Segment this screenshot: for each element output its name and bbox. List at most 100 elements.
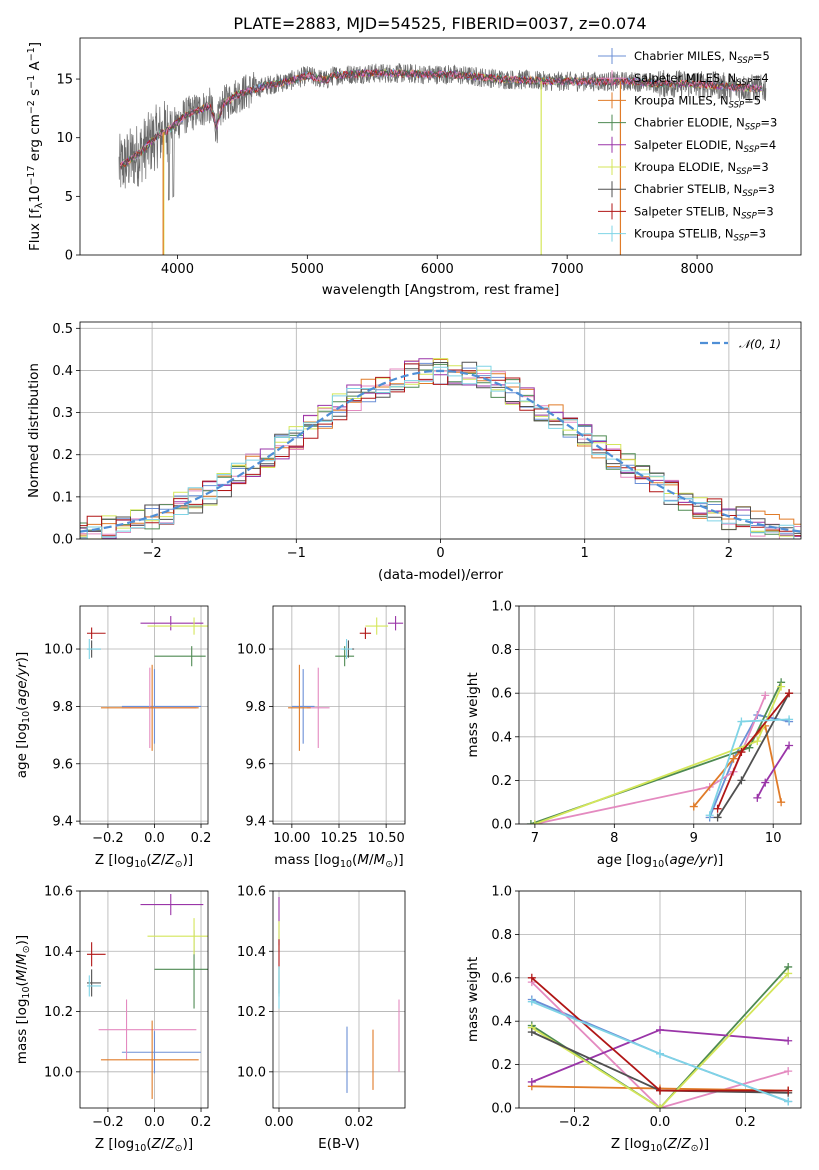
- weight-vs-Z-xlabel: Z [log10(Z/Z⊙)]: [611, 1136, 709, 1154]
- model-fit-chabrier-stelib: [119, 68, 762, 171]
- mass-vs-Z-xlabel: Z [log10(Z/Z⊙)]: [95, 1136, 193, 1154]
- weight-vs-age-frame: [518, 605, 802, 825]
- mass-vs-Z-ylabel: mass [log10(M/M⊙)]: [14, 935, 32, 1064]
- weight-vs-Z-marker: [784, 1036, 793, 1045]
- residuals-xtick-label: −2: [143, 546, 162, 561]
- histogram-salpeter-stelib: [80, 363, 801, 537]
- weight-vs-Z-xtick-label: −0.2: [559, 1115, 591, 1130]
- weight-vs-age-line-chabrier-miles: [708, 713, 790, 818]
- mass-vs-Z-errorbar-chabrier-elodie: [154, 930, 208, 1009]
- mass-vs-EBV-xtick-label: 0.02: [345, 1115, 374, 1130]
- weight-vs-age-marker: [526, 820, 535, 824]
- mass-vs-Z-points: [86, 894, 208, 1099]
- weight-vs-age-marker: [785, 689, 794, 698]
- age-vs-mass-errorbar-kroupa-stelib: [340, 638, 353, 660]
- residuals-xlabel: (data-model)/error: [378, 567, 504, 583]
- weight-vs-age-xtick-label: 10: [765, 831, 782, 846]
- weight-vs-Z-marker: [784, 969, 793, 978]
- weight-vs-Z-line-chabrier-elodie: [531, 966, 789, 1108]
- age-vs-mass-axes: 10.00 10.25 10.50 9.4 9.6 9.8 10.0: [237, 606, 405, 846]
- spectrum-xtick-label: 4000: [161, 262, 194, 277]
- weight-vs-Z-xtick-label: 0.0: [650, 1115, 671, 1130]
- age-vs-Z-xtick-label: 0.2: [191, 831, 212, 846]
- weight-vs-age-marker: [729, 754, 738, 763]
- weight-vs-Z-marker: [527, 997, 536, 1006]
- age-vs-mass-errorbar-chabrier-miles: [291, 669, 315, 744]
- weight-vs-age-marker: [713, 804, 722, 813]
- weight-vs-age-marker: [785, 715, 794, 724]
- age-vs-Z-points: [86, 616, 208, 751]
- spectrum-xlabel: wavelength [Angstrom, rest frame]: [322, 282, 560, 298]
- weight-vs-age-xlabel: age [log10(age/yr)]: [597, 852, 723, 870]
- mass-vs-Z-xtick-label: 0.0: [144, 1115, 165, 1130]
- mass-vs-Z-errorbar-kroupa-stelib: [86, 975, 101, 997]
- legend-label-5: Kroupa ELODIE, NSSP=3: [634, 160, 769, 177]
- age-vs-mass-points: [288, 616, 404, 751]
- residuals-ytick-label: 0.2: [52, 448, 73, 463]
- weight-vs-Z-lines: [527, 962, 793, 1108]
- normal-reference-curve: [80, 369, 801, 533]
- weight-vs-age-ytick-label: 0.4: [491, 730, 512, 745]
- weight-vs-age-xtick-label: 9: [690, 831, 698, 846]
- mass-vs-EBV-frame: [272, 890, 406, 1109]
- spectrum-traces: [118, 63, 767, 255]
- figure-title: PLATE=2883, MJD=54525, FIBERID=0037, z=0…: [233, 14, 646, 33]
- age-vs-mass-ytick-label: 9.4: [245, 815, 266, 830]
- weight-vs-Z-marker: [784, 1097, 793, 1106]
- weight-vs-Z-xtick-label: 0.2: [735, 1115, 756, 1130]
- age-vs-Z-ytick-label: 9.6: [52, 757, 73, 772]
- weight-vs-Z-marker: [784, 1086, 793, 1095]
- weight-vs-Z-marker: [527, 1028, 536, 1037]
- age-vs-mass-errorbar-kroupa-elodie: [365, 617, 389, 635]
- spectrum-frame: [79, 37, 802, 256]
- age-vs-Z-xtick-label: 0.0: [144, 831, 165, 846]
- weight-vs-Z-marker: [784, 1067, 793, 1076]
- weight-vs-Z-marker: [527, 973, 536, 982]
- spectrum-xtick-label: 5000: [291, 262, 324, 277]
- age-vs-Z-ytick-label: 9.4: [52, 815, 73, 830]
- weight-vs-age-lines: [526, 678, 794, 824]
- weight-vs-Z-marker: [656, 1049, 664, 1058]
- weight-vs-age-marker: [705, 811, 714, 820]
- residuals-xtick-label: 0: [436, 546, 444, 561]
- weight-vs-Z-frame: [518, 890, 802, 1109]
- legend-label-4: Salpeter ELODIE, NSSP=4: [634, 138, 776, 155]
- weight-vs-age-marker: [713, 813, 722, 822]
- mass-vs-EBV-ytick-label: 10.0: [237, 1065, 266, 1080]
- weight-vs-age-marker: [737, 748, 746, 757]
- mass-vs-Z-frame: [79, 890, 209, 1109]
- age-vs-Z-errorbar-kroupa-stelib: [86, 638, 101, 660]
- weight-vs-Z-marker: [527, 1077, 536, 1086]
- age-vs-mass-ytick-label: 9.6: [245, 757, 266, 772]
- weight-vs-Z-ytick-label: 0.8: [491, 928, 512, 943]
- mass-vs-Z-errorbar-salpeter-elodie: [140, 894, 204, 916]
- age-vs-mass-xtick-label: 10.50: [368, 831, 405, 846]
- legend-label-1: Salpeter MILES, NSSP=4: [634, 71, 769, 88]
- mass-vs-EBV-points: [278, 897, 400, 1093]
- weight-vs-age-line-kroupa-elodie: [534, 686, 782, 824]
- mass-vs-Z-ytick-label: 10.4: [44, 945, 73, 960]
- weight-vs-age-ytick-label: 0.0: [491, 818, 512, 833]
- residuals-xtick-label: −1: [287, 546, 306, 561]
- weight-vs-Z-marker: [656, 1104, 664, 1108]
- weight-vs-age-marker: [761, 691, 770, 700]
- age-vs-Z-ytick-label: 9.8: [52, 700, 73, 715]
- weight-vs-Z-ylabel: mass weight: [465, 957, 481, 1042]
- age-vs-mass-ytick-label: 9.8: [245, 700, 266, 715]
- age-vs-mass-errorbar-salpeter-elodie: [388, 616, 404, 631]
- weight-vs-Z-ytick-label: 0.0: [491, 1102, 512, 1117]
- weight-vs-age-ylabel: mass weight: [465, 672, 481, 757]
- weight-vs-age-xtick-label: 8: [610, 831, 618, 846]
- residuals-xtick-label: 1: [581, 546, 589, 561]
- weight-vs-Z-line-kroupa-elodie: [531, 972, 789, 1108]
- spectrum-ytick-label: 10: [56, 131, 73, 146]
- age-vs-Z-errorbar-chabrier-miles: [121, 669, 202, 744]
- weight-vs-Z-line-salpeter-miles: [531, 981, 789, 1108]
- residuals-traces: [80, 358, 801, 539]
- spectrum-ytick-label: 5: [65, 190, 73, 205]
- age-vs-Z-errorbar-kroupa-miles: [100, 664, 199, 751]
- age-vs-Z-frame: [79, 605, 209, 825]
- legend-label-0: Chabrier MILES, NSSP=5: [634, 49, 770, 66]
- age-vs-Z-xlabel: Z [log10(Z/Z⊙)]: [95, 852, 193, 870]
- mass-vs-Z-axes: −0.2 0.0 0.2 10.0 10.2 10.4 10.6: [44, 885, 211, 1131]
